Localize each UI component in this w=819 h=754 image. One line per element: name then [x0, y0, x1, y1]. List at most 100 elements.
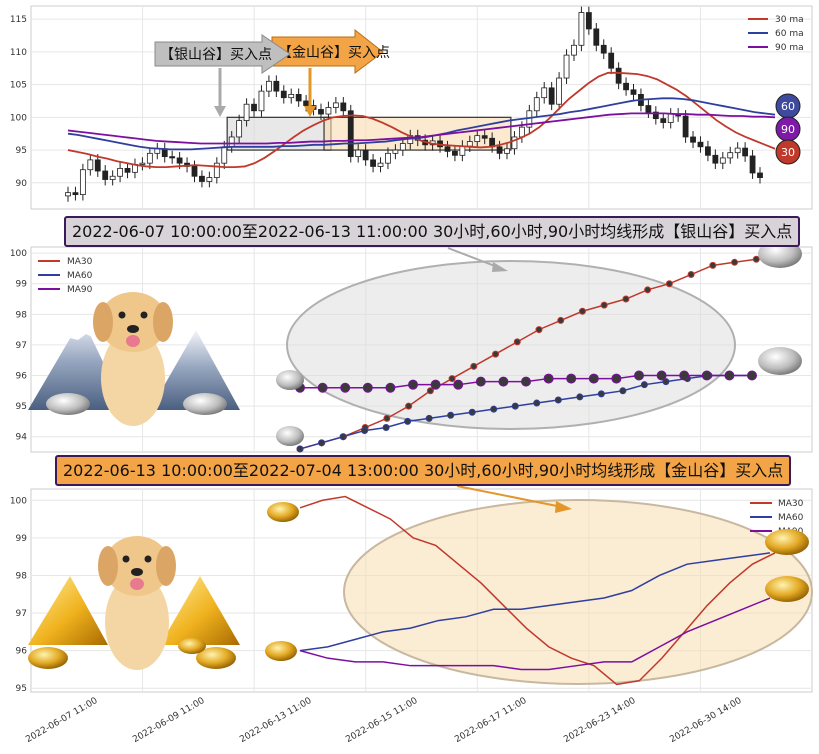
- dog-eye-left: [118, 311, 126, 319]
- candle-body: [452, 150, 458, 156]
- x-tick-label: 2022-06-15 11:00: [344, 696, 419, 745]
- legend-label-ma30: MA30: [778, 499, 804, 509]
- point-MA60: [619, 387, 627, 395]
- candle-body: [347, 110, 354, 158]
- panel-gold-y-ticks: 95 96 97 98 99 100: [10, 496, 27, 694]
- legend-label-90ma: 90 ma: [775, 43, 804, 53]
- candle-body: [533, 97, 540, 112]
- legend-label-ma30: MA30: [67, 257, 93, 267]
- panel-silver-legend: MA30 MA60 MA90: [38, 257, 93, 295]
- point-MA30: [448, 375, 456, 383]
- candle-body: [719, 157, 726, 164]
- point-MA30: [557, 316, 565, 324]
- gold-valley-banner: 2022-06-13 10:00:00至2022-07-04 13:00:00 …: [55, 455, 792, 486]
- legend-label-ma90: MA90: [67, 285, 93, 295]
- point-MA30: [470, 362, 478, 370]
- gold-ingot-markers: [265, 502, 809, 661]
- candle-body: [340, 102, 347, 112]
- point-MA90: [385, 382, 396, 393]
- y-tick-label: 94: [16, 433, 28, 443]
- candle-body: [511, 136, 518, 150]
- gold-ingot-left: [28, 647, 68, 669]
- panel-gold-valley: 95 96 97 98 99 100 2022-06-07 11:00 2022-06-09…: [10, 485, 813, 745]
- candle-body: [571, 44, 577, 56]
- dog-nose: [127, 325, 139, 333]
- candle-body: [593, 28, 600, 46]
- candle-body: [206, 177, 213, 182]
- candle-body: [243, 103, 250, 121]
- point-MA90: [475, 376, 486, 387]
- point-MA60: [447, 411, 455, 419]
- panel-price-y-ticks: 90 95 100 105 110 115: [10, 15, 27, 189]
- candle-body: [65, 192, 71, 197]
- y-tick-label: 97: [16, 609, 27, 619]
- badge-ma30: [775, 139, 801, 165]
- point-MA60: [576, 393, 584, 401]
- candle-body: [362, 149, 369, 161]
- silver-highlight-arrowhead: [492, 262, 508, 272]
- candle-body: [94, 159, 101, 172]
- silver-callout: 【银山谷】买入点: [154, 34, 291, 117]
- point-MA30: [752, 255, 760, 263]
- dog-silver-illustration: [28, 292, 240, 426]
- candle-body: [87, 159, 94, 171]
- candle-body: [280, 90, 287, 99]
- dog-nose: [131, 568, 143, 576]
- candle-body: [466, 141, 473, 147]
- silver-ingot-icon: [276, 426, 304, 446]
- gold-ingot-mid: [178, 638, 206, 654]
- gold-ingot-icon: [765, 529, 809, 555]
- candle-body: [504, 148, 510, 154]
- point-MA90: [498, 376, 509, 387]
- badge-ma60-label: 60: [781, 100, 795, 113]
- dog-eye-left: [122, 555, 130, 563]
- silver-ingot-icon: [276, 370, 304, 390]
- x-tick-label: 2022-06-09 11:00: [131, 696, 206, 745]
- candle-body: [556, 77, 562, 105]
- y-tick-label: 105: [10, 81, 27, 91]
- y-tick-label: 100: [10, 496, 27, 506]
- candle-body: [124, 167, 131, 173]
- candle-body: [392, 149, 399, 154]
- point-MA30: [492, 350, 500, 358]
- x-tick-label: 2022-06-13 11:00: [238, 696, 313, 745]
- candle-body: [645, 105, 652, 113]
- silver-callout-label: 【银山谷】买入点: [160, 47, 272, 63]
- candle-body: [318, 109, 324, 115]
- gold-callout-label: 【金山谷】买入点: [278, 45, 390, 61]
- gold-highlight-arrow: [456, 485, 563, 508]
- candle-body: [176, 157, 183, 164]
- candle-body: [496, 146, 503, 154]
- point-MA90: [724, 370, 735, 381]
- gold-pyramid-right: [160, 576, 240, 645]
- point-MA30: [383, 414, 391, 422]
- candle-body: [236, 120, 243, 138]
- point-MA60: [490, 405, 498, 413]
- silver-mountain-right: [150, 330, 240, 410]
- point-MA30: [665, 280, 673, 288]
- candle-body: [742, 147, 749, 157]
- candle-body: [199, 175, 205, 182]
- point-MA30: [513, 338, 521, 346]
- point-MA60: [318, 439, 326, 447]
- point-MA90: [543, 373, 554, 384]
- y-tick-label: 98: [16, 571, 28, 581]
- gold-valley-ellipse: [343, 499, 813, 685]
- candle-body: [585, 12, 592, 30]
- silver-ingot-right: [183, 393, 227, 415]
- point-MA60: [468, 408, 476, 416]
- point-MA30: [731, 258, 739, 266]
- candle-body: [705, 146, 711, 156]
- candle-body: [600, 44, 607, 54]
- candle-body: [169, 156, 176, 159]
- candle-body: [712, 154, 719, 164]
- candle-body: [623, 82, 629, 91]
- point-MA60: [597, 390, 605, 398]
- y-tick-label: 95: [16, 402, 27, 412]
- point-MA60: [296, 445, 304, 453]
- y-tick-label: 95: [16, 146, 27, 156]
- silver-highlight-arrow: [447, 247, 501, 269]
- candle-body: [377, 162, 384, 167]
- series-line-MA60: [299, 552, 771, 652]
